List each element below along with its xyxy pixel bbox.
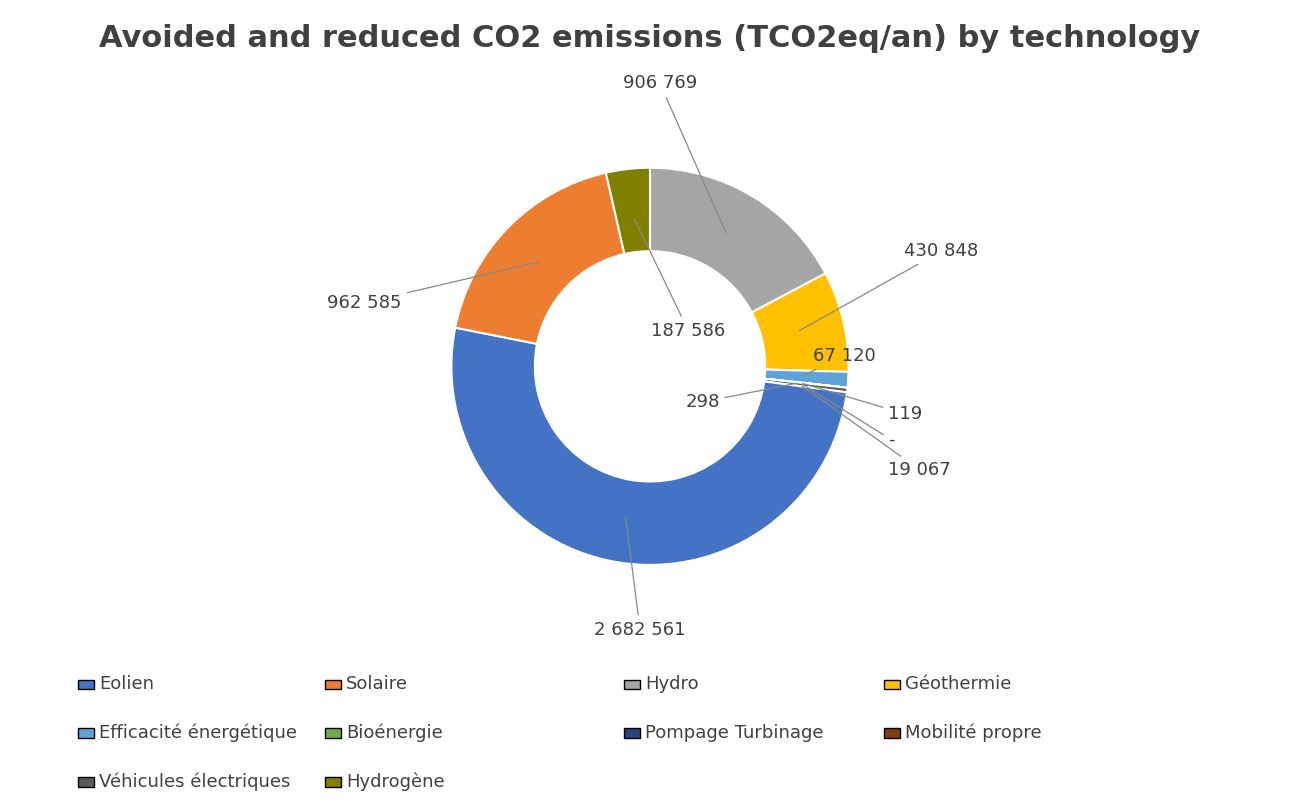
Text: Bioénergie: Bioénergie (346, 724, 442, 742)
Text: Pompage Turbinage: Pompage Turbinage (645, 724, 823, 742)
Text: 962 585: 962 585 (328, 262, 540, 312)
Text: Avoided and reduced CO2 emissions (TCO2eq/an) by technology: Avoided and reduced CO2 emissions (TCO2e… (99, 24, 1201, 53)
Text: 67 120: 67 120 (803, 347, 876, 375)
Wedge shape (764, 379, 848, 388)
Text: 19 067: 19 067 (802, 386, 952, 479)
Text: Géothermie: Géothermie (905, 676, 1011, 693)
Text: 298: 298 (685, 383, 797, 411)
Text: Mobilité propre: Mobilité propre (905, 724, 1041, 742)
Wedge shape (606, 168, 650, 254)
Text: Hydro: Hydro (645, 676, 698, 693)
Wedge shape (451, 327, 846, 565)
Wedge shape (764, 379, 848, 392)
Wedge shape (650, 168, 826, 313)
Wedge shape (764, 379, 848, 388)
Wedge shape (455, 173, 624, 344)
Text: 430 848: 430 848 (800, 242, 979, 330)
Text: Hydrogène: Hydrogène (346, 773, 445, 791)
Text: Véhicules électriques: Véhicules électriques (99, 773, 290, 791)
Text: -: - (802, 384, 894, 449)
Wedge shape (764, 369, 849, 388)
Text: Eolien: Eolien (99, 676, 153, 693)
Text: 906 769: 906 769 (623, 75, 727, 234)
Wedge shape (764, 379, 848, 388)
Text: Solaire: Solaire (346, 676, 408, 693)
Text: Efficacité énergétique: Efficacité énergétique (99, 724, 296, 742)
Text: 187 586: 187 586 (634, 219, 725, 339)
Text: 2 682 561: 2 682 561 (594, 518, 686, 638)
Text: 119: 119 (802, 383, 923, 423)
Wedge shape (751, 274, 849, 372)
